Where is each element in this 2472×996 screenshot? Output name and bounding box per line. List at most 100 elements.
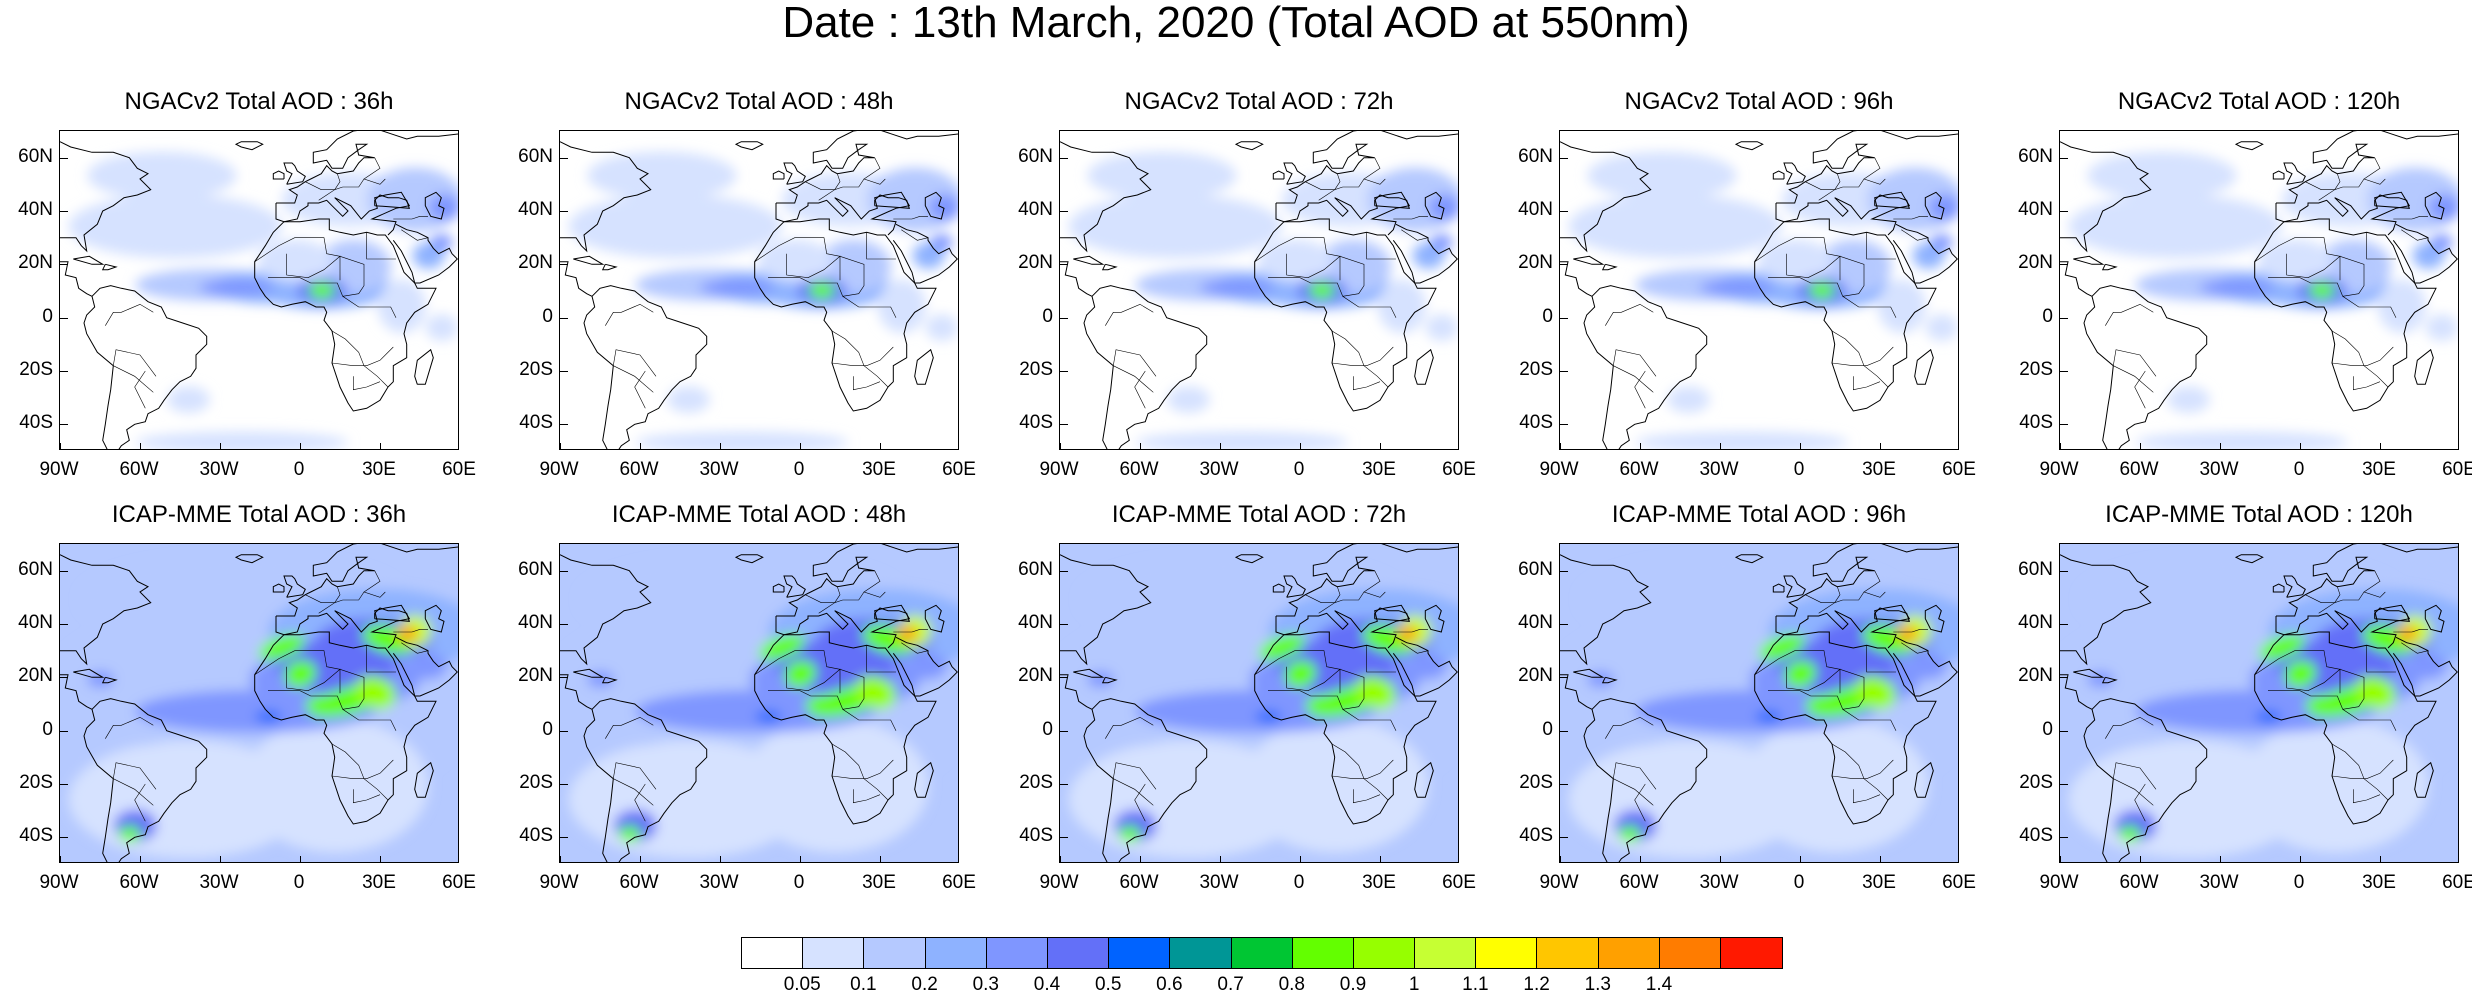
lat-label: 60N	[18, 558, 53, 580]
country-border	[1134, 370, 1146, 409]
lat-tick	[560, 424, 568, 426]
lat-tick	[1560, 784, 1568, 785]
coastline	[414, 761, 434, 798]
country-border	[1605, 716, 1654, 739]
country-border	[134, 783, 146, 822]
colorbar-swatch	[1415, 938, 1477, 968]
country-border	[612, 349, 657, 393]
country-border	[1612, 762, 1657, 806]
coastline	[914, 348, 934, 385]
country-border	[1786, 253, 1841, 281]
country-border	[1305, 591, 1386, 604]
coastline	[1601, 263, 1618, 271]
panel-title: NGACv2 Total AOD : 120h	[2117, 88, 2401, 115]
lat-tick	[1060, 264, 1068, 266]
lon-label: 90W	[1039, 459, 1079, 480]
country-border	[2268, 690, 2397, 731]
lon-tick	[1220, 856, 1221, 862]
aod-field-patch	[1587, 671, 1614, 688]
lon-label: 0	[1293, 459, 1305, 480]
country-border	[112, 762, 157, 806]
lat-tick	[1060, 730, 1068, 732]
lat-tick	[1560, 157, 1568, 159]
lon-label: 90W	[539, 872, 579, 893]
lon-tick	[720, 856, 721, 862]
lat-tick	[2060, 570, 2068, 572]
aod-field-patch	[284, 660, 317, 688]
coastline	[1776, 131, 1958, 204]
country-border	[1352, 376, 1381, 391]
aod-field-patch	[1854, 675, 1896, 710]
lat-tick	[2060, 424, 2068, 426]
lon-label: 30W	[2199, 872, 2239, 893]
lat-tick	[2060, 157, 2068, 159]
country-border	[318, 173, 341, 201]
country-border	[1818, 173, 1841, 201]
aod-field-patch	[1377, 279, 1426, 333]
aod-field-patch	[119, 825, 141, 842]
country-border	[1852, 376, 1881, 391]
panel-title: NGACv2 Total AOD : 72h	[1124, 88, 1394, 115]
lat-tick	[560, 677, 568, 679]
lon-tick	[720, 443, 721, 449]
lon-label: 0	[293, 872, 305, 893]
lat-label: 20N	[18, 252, 53, 274]
lon-label: 30W	[2199, 459, 2239, 480]
lat-label: 20N	[18, 665, 53, 687]
coastline	[1783, 575, 1806, 598]
coastline	[60, 261, 93, 297]
coastline	[283, 575, 306, 598]
lon-label: 60E	[1942, 459, 1976, 480]
lon-label: 30E	[1362, 459, 1396, 480]
country-border	[331, 759, 394, 779]
lat-label: 20S	[1519, 359, 1553, 380]
country-border	[2254, 237, 2365, 297]
lat-tick	[1060, 317, 1068, 319]
aod-field-patch	[2068, 194, 2282, 259]
country-border	[1393, 216, 1428, 220]
lat-label: 20N	[2018, 665, 2053, 687]
lon-label: 90W	[39, 459, 79, 480]
lat-tick	[60, 317, 68, 319]
coastline	[874, 607, 911, 622]
aod-field-patch	[2257, 239, 2333, 283]
country-border	[268, 690, 397, 731]
aod-field-patch	[757, 239, 833, 283]
lat-label: 60N	[518, 145, 553, 167]
coastline	[2254, 218, 2437, 412]
aod-field-patch	[409, 652, 448, 680]
lat-tick	[1060, 211, 1068, 212]
map-plot-area	[59, 130, 459, 450]
coastline	[83, 698, 208, 862]
country-border	[805, 591, 886, 604]
country-border	[831, 346, 894, 366]
lat-label: 20S	[2019, 772, 2053, 793]
coastline	[2414, 761, 2434, 798]
country-border	[366, 232, 396, 260]
coastline	[1083, 285, 1208, 449]
lon-label: 30E	[1362, 872, 1396, 893]
country-border	[305, 591, 386, 604]
country-border	[754, 237, 865, 297]
colorbar-label: 0.9	[1339, 974, 1367, 995]
panel-title: ICAP-MME Total AOD : 96h	[1611, 501, 1907, 528]
lat-tick	[2060, 837, 2068, 839]
aod-field-patch	[925, 314, 958, 341]
coastline	[1914, 761, 1934, 798]
lat-tick	[60, 784, 68, 785]
lat-tick	[2060, 784, 2068, 785]
coastline	[1560, 141, 1652, 253]
lon-label: 0	[2293, 459, 2305, 480]
coastline	[1272, 170, 1285, 180]
coastline	[1083, 698, 1208, 862]
country-border	[1831, 743, 1889, 801]
coastline	[424, 191, 445, 220]
country-border	[863, 570, 881, 593]
lat-tick	[1060, 677, 1068, 679]
aod-field-patch	[2284, 660, 2317, 688]
coastline	[1414, 348, 1434, 385]
coastline	[573, 668, 605, 678]
country-border	[318, 586, 341, 614]
country-border	[1901, 229, 1929, 241]
map-plot-area	[59, 543, 459, 863]
